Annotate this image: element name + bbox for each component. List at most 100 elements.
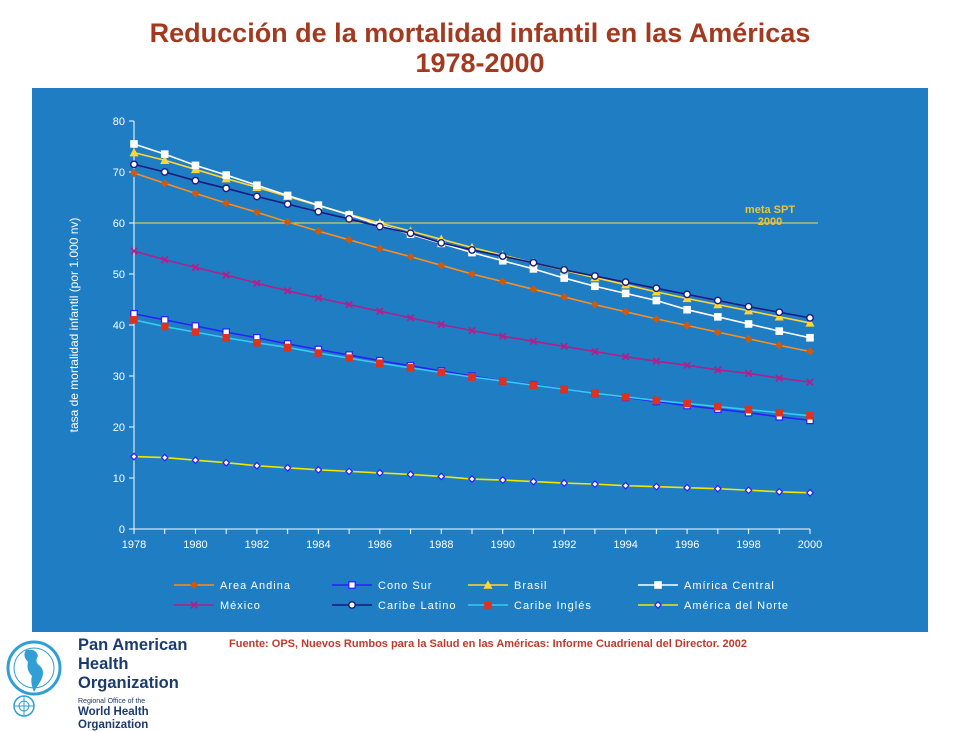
series-0-point	[498, 277, 507, 286]
y-tick-label: 50	[113, 269, 125, 281]
series-4-point	[375, 307, 384, 316]
series-line-3	[133, 143, 811, 339]
series-6-point	[130, 316, 138, 324]
series-6-point	[222, 333, 230, 342]
series-4-point	[806, 378, 814, 386]
series-3-point	[775, 327, 784, 335]
legend-swatch-marker	[348, 601, 356, 609]
series-3-point	[683, 305, 691, 314]
x-tick-label: 1986	[368, 539, 392, 551]
legend-swatch-marker	[483, 580, 493, 589]
series-7-point	[222, 458, 231, 467]
series-2-point	[805, 318, 815, 327]
series-4-point	[744, 369, 753, 378]
logo-line2: Health	[78, 655, 129, 673]
series-0-point	[283, 217, 292, 227]
series-4-point	[683, 361, 691, 370]
series-5-point	[130, 160, 138, 169]
legend-label: América del Norte	[684, 600, 789, 612]
logo-sub2: World Health Organization	[78, 706, 149, 731]
series-0-point	[775, 341, 784, 350]
series-7-point	[621, 481, 630, 490]
series-2-point	[160, 155, 170, 164]
series-3-point	[191, 161, 200, 170]
series-0-point	[467, 269, 477, 279]
series-7-point	[283, 463, 292, 472]
series-6-point	[160, 322, 169, 331]
series-5-point	[806, 313, 814, 322]
series-6-point	[529, 381, 538, 389]
y-tick-label: 30	[113, 371, 125, 383]
series-3-point	[130, 140, 138, 148]
x-tick-label: 1990	[490, 539, 514, 551]
series-6-point	[498, 377, 507, 385]
legend-label: Amírica Central	[684, 580, 775, 592]
series-7-point	[683, 483, 692, 492]
series-7-point	[375, 468, 384, 477]
series-2-point	[190, 164, 200, 174]
legend-label: Brasil	[514, 580, 548, 592]
series-4-point	[775, 374, 784, 382]
series-1-point	[130, 309, 138, 318]
legend-label: Caribe Latino	[378, 600, 456, 612]
series-7-point	[252, 461, 261, 470]
series-4-point	[283, 286, 292, 295]
series-6-point	[652, 396, 661, 405]
series-6-point	[560, 385, 568, 394]
logo-subtitle: Regional Office of the World Health Orga…	[78, 697, 216, 732]
series-5-point	[253, 192, 261, 201]
y-tick-label: 0	[119, 524, 125, 536]
series-7-point	[129, 452, 139, 461]
series-5-point	[683, 290, 691, 299]
series-6-point	[253, 339, 261, 347]
series-4-point	[130, 247, 138, 255]
series-7-point	[775, 487, 784, 496]
series-0-point	[652, 314, 661, 323]
x-tick-label: 1998	[736, 539, 760, 551]
series-4-point	[621, 352, 630, 361]
x-tick-label: 1982	[245, 539, 269, 551]
series-0-point	[222, 199, 231, 208]
series-3-point	[160, 150, 169, 158]
series-6-point	[683, 399, 691, 408]
series-4-point	[160, 255, 169, 264]
series-7-point	[345, 467, 354, 476]
series-3-point	[560, 274, 568, 282]
legend-swatch-marker	[190, 601, 198, 609]
legend-label: México	[220, 600, 261, 612]
series-4-point	[345, 300, 353, 309]
x-tick-label: 1996	[675, 539, 699, 551]
x-tick-label: 1994	[613, 539, 637, 551]
series-4-point	[314, 294, 323, 302]
series-3-point	[652, 296, 661, 305]
series-5-point	[560, 266, 569, 274]
series-7-point	[529, 477, 538, 486]
series-6-point	[283, 343, 292, 352]
y-tick-label: 70	[113, 167, 125, 179]
logo-line1: Pan American	[78, 636, 188, 654]
series-6-point	[468, 373, 476, 381]
legend-label: Caribe Inglés	[514, 600, 592, 612]
series-4-point	[560, 342, 569, 351]
chart-panel: 0 10 20 30 40 50 60 70 80 1978 1980 1982 1984 1986 198…	[32, 88, 928, 632]
series-4-point	[253, 279, 261, 288]
logo-sub1: Regional Office of the	[78, 698, 146, 705]
series-2-point	[129, 147, 139, 157]
series-6-point	[775, 408, 784, 417]
series-6-point	[806, 411, 814, 420]
series-0-point	[713, 328, 722, 337]
series-4-point	[468, 326, 476, 335]
series-0-point	[406, 252, 415, 261]
series-1-point	[191, 322, 200, 330]
x-tick-label: 1978	[122, 539, 146, 551]
series-6-point	[191, 328, 200, 336]
chart-title-line1: Reducción de la mortalidad infantil en l…	[149, 18, 811, 48]
series-7-point	[160, 453, 169, 462]
series-7-point	[805, 488, 815, 497]
y-tick-label: 20	[113, 422, 125, 434]
series-3-point	[591, 282, 599, 291]
series-6-point	[345, 354, 353, 362]
series-2-point	[774, 312, 784, 321]
x-tick-label: 2000	[798, 539, 822, 551]
series-0-point	[529, 285, 538, 294]
